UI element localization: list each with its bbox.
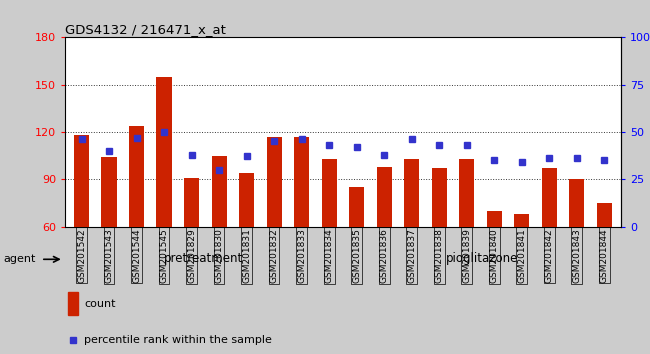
Bar	[541, 168, 557, 227]
Text: pretreatment: pretreatment	[164, 252, 244, 266]
Text: percentile rank within the sample: percentile rank within the sample	[84, 335, 272, 345]
Bar	[404, 159, 419, 227]
Bar	[239, 173, 254, 227]
Text: count: count	[84, 299, 116, 309]
Bar	[101, 157, 116, 227]
Text: GDS4132 / 216471_x_at: GDS4132 / 216471_x_at	[65, 23, 226, 36]
Bar	[211, 155, 227, 227]
Text: pioglitazone: pioglitazone	[446, 252, 518, 266]
Bar	[129, 126, 144, 227]
Bar	[459, 159, 474, 227]
Bar	[376, 167, 392, 227]
Bar	[597, 203, 612, 227]
Text: agent: agent	[3, 255, 36, 264]
Bar	[74, 135, 89, 227]
Bar	[68, 292, 78, 315]
Bar	[432, 168, 447, 227]
Bar	[569, 179, 584, 227]
Bar	[487, 211, 502, 227]
Bar	[294, 137, 309, 227]
Bar	[157, 76, 172, 227]
Bar	[514, 214, 529, 227]
Bar	[184, 178, 199, 227]
Bar	[349, 187, 364, 227]
Bar	[266, 137, 281, 227]
Bar	[322, 159, 337, 227]
